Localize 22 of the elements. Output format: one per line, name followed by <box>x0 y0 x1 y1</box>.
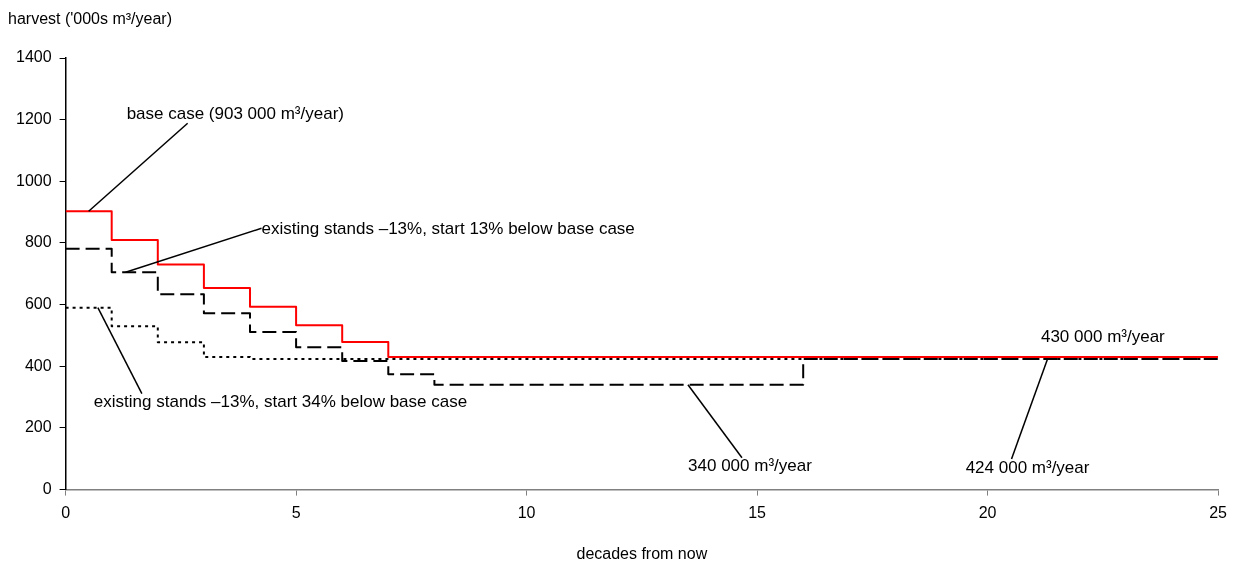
annotation: 430 000 m³/year <box>1040 326 1166 346</box>
x-tick-label: 15 <box>748 503 767 521</box>
y-tick-label: 0 <box>42 480 52 498</box>
annotation: existing stands –13%, start 13% below base case <box>261 218 635 238</box>
x-tick-label: 0 <box>61 503 71 521</box>
annotation: base case (903 000 m³/year) <box>126 103 344 123</box>
y-tick-label: 800 <box>24 233 52 251</box>
y-tick-label: 1000 <box>16 171 52 189</box>
x-tick-label: 20 <box>978 503 997 521</box>
y-axis-title: harvest ('000s m³/year) <box>8 10 172 28</box>
annotation: existing stands –13%, start 34% below base case <box>93 392 468 412</box>
x-tick-label: 25 <box>1209 503 1228 521</box>
x-axis-title: decades from now <box>576 544 708 562</box>
annotation: 424 000 m³/year <box>965 457 1090 477</box>
y-tick-label: 200 <box>24 418 52 436</box>
annotation: 340 000 m³/year <box>688 456 813 476</box>
y-tick-label: 600 <box>24 295 52 313</box>
y-tick-label: 400 <box>24 356 52 374</box>
y-tick-label: 1400 <box>16 48 52 66</box>
x-tick-label: 5 <box>291 503 301 521</box>
x-tick-label: 10 <box>517 503 536 521</box>
y-tick-label: 1200 <box>16 110 52 128</box>
